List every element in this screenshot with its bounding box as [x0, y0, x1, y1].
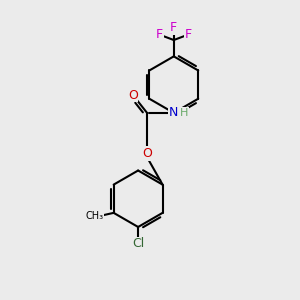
Text: CH₃: CH₃	[85, 211, 103, 221]
Text: N: N	[169, 106, 178, 119]
Text: F: F	[184, 28, 192, 41]
Text: H: H	[180, 108, 188, 118]
Text: F: F	[156, 28, 163, 41]
Text: Cl: Cl	[132, 237, 144, 250]
Text: F: F	[170, 21, 177, 34]
Text: O: O	[142, 147, 152, 160]
Text: O: O	[128, 88, 138, 101]
